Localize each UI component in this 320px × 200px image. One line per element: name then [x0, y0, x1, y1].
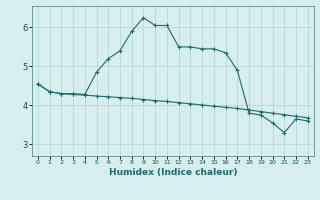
X-axis label: Humidex (Indice chaleur): Humidex (Indice chaleur)	[108, 168, 237, 177]
